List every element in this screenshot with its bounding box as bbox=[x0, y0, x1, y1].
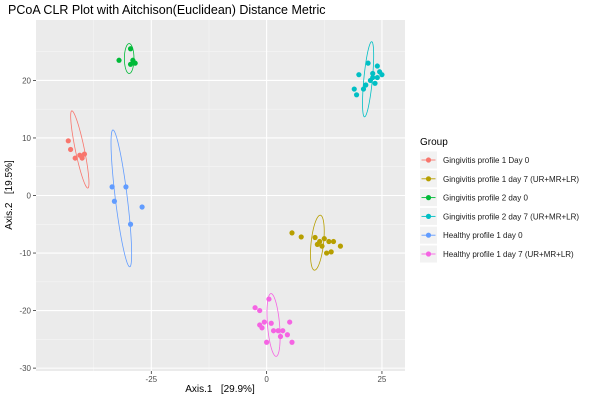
point-series-5 bbox=[268, 320, 274, 326]
legend: Group Gingivitis profile 1 Day 0Gingivit… bbox=[420, 137, 579, 263]
point-series-1 bbox=[328, 249, 334, 255]
point-series-3 bbox=[365, 60, 371, 66]
ellipse-series-5 bbox=[266, 293, 281, 357]
legend-item-label: Gingivitis profile 2 day 0 bbox=[443, 194, 528, 203]
point-series-5 bbox=[284, 332, 290, 338]
point-series-4 bbox=[127, 221, 134, 227]
legend-item-label: Healthy profile 1 day 0 bbox=[443, 231, 523, 240]
x-tick-label: 25 bbox=[377, 375, 386, 384]
point-series-0 bbox=[72, 155, 78, 161]
point-series-5 bbox=[280, 328, 286, 334]
point-series-0 bbox=[65, 138, 71, 144]
y-axis-ticks: -30 -20 -10 0 10 20 bbox=[19, 76, 36, 373]
y-tick-label: 0 bbox=[27, 192, 32, 201]
point-series-1 bbox=[289, 230, 295, 236]
point-series-5 bbox=[275, 328, 281, 334]
x-axis-ticks: -25 0 25 bbox=[146, 371, 387, 384]
point-series-1 bbox=[337, 243, 344, 249]
point-series-5 bbox=[261, 319, 267, 325]
point-series-3 bbox=[374, 74, 380, 81]
point-series-0 bbox=[79, 155, 85, 161]
legend-items: Gingivitis profile 1 Day 0 Gingivitis pro… bbox=[420, 151, 579, 263]
point-series-5 bbox=[259, 325, 265, 331]
x-axis-label: Axis.1 [29.9%] bbox=[185, 384, 255, 395]
point-series-0 bbox=[67, 146, 74, 153]
point-series-3 bbox=[379, 72, 385, 78]
point-series-3 bbox=[353, 92, 360, 98]
y-tick-label: 10 bbox=[22, 134, 31, 143]
point-series-1 bbox=[326, 238, 332, 245]
point-series-5 bbox=[287, 319, 293, 325]
y-tick-label: -20 bbox=[19, 307, 31, 316]
y-axis-label: Axis.2 [19.5%] bbox=[4, 160, 15, 230]
ellipse-series-2 bbox=[123, 43, 135, 74]
legend-item-label: Gingivitis profile 1 day 7 (UR+MR+LR) bbox=[443, 175, 579, 184]
point-series-4 bbox=[139, 204, 145, 210]
point-series-5 bbox=[252, 305, 258, 311]
point-series-3 bbox=[370, 70, 376, 77]
point-series-5 bbox=[277, 333, 284, 340]
y-tick-label: -30 bbox=[19, 364, 31, 373]
x-tick-label: -25 bbox=[146, 375, 158, 384]
point-series-1 bbox=[319, 243, 325, 249]
point-series-2 bbox=[132, 60, 138, 66]
y-tick-label: -10 bbox=[19, 249, 31, 258]
point-series-3 bbox=[363, 82, 369, 88]
data-points bbox=[65, 46, 385, 345]
point-series-1 bbox=[317, 238, 323, 245]
ellipse-series-1 bbox=[310, 214, 325, 271]
legend-item-label: Healthy profile 1 day 7 (UR+MR+LR) bbox=[443, 250, 574, 259]
point-series-2 bbox=[116, 57, 122, 63]
legend-key-point bbox=[425, 232, 432, 238]
point-series-3 bbox=[356, 72, 362, 78]
point-series-4 bbox=[109, 184, 115, 190]
legend-key-point bbox=[425, 157, 432, 163]
point-series-1 bbox=[330, 238, 337, 245]
legend-key-point bbox=[425, 213, 432, 219]
point-series-1 bbox=[298, 234, 304, 240]
point-series-5 bbox=[264, 339, 270, 345]
point-series-2 bbox=[127, 61, 134, 67]
point-series-5 bbox=[257, 307, 263, 314]
legend-item-label: Gingivitis profile 2 day 7 (UR+MR+LR) bbox=[443, 212, 579, 221]
point-series-3 bbox=[360, 86, 367, 92]
chart-title: PCoA CLR Plot with Aitchison(Euclidean) … bbox=[8, 3, 326, 17]
point-series-3 bbox=[374, 63, 380, 69]
legend-key-point bbox=[425, 176, 432, 182]
point-series-3 bbox=[351, 86, 357, 92]
legend-key-point bbox=[425, 195, 432, 201]
point-series-5 bbox=[270, 328, 277, 334]
point-series-3 bbox=[372, 80, 378, 86]
point-series-1 bbox=[312, 234, 318, 241]
ellipse-series-4 bbox=[110, 129, 133, 268]
y-tick-label: 20 bbox=[22, 76, 31, 85]
point-series-5 bbox=[289, 339, 295, 345]
legend-key-point bbox=[425, 251, 432, 257]
point-series-0 bbox=[81, 151, 88, 157]
point-series-1 bbox=[323, 250, 330, 256]
point-series-5 bbox=[266, 296, 272, 302]
point-series-4 bbox=[123, 184, 129, 190]
point-series-3 bbox=[370, 74, 376, 81]
legend-item-label: Gingivitis profile 1 Day 0 bbox=[443, 156, 530, 165]
x-tick-label: 0 bbox=[264, 375, 269, 384]
point-series-4 bbox=[111, 198, 118, 204]
legend-title: Group bbox=[420, 137, 448, 148]
point-series-2 bbox=[127, 46, 134, 52]
point-series-1 bbox=[321, 236, 327, 242]
